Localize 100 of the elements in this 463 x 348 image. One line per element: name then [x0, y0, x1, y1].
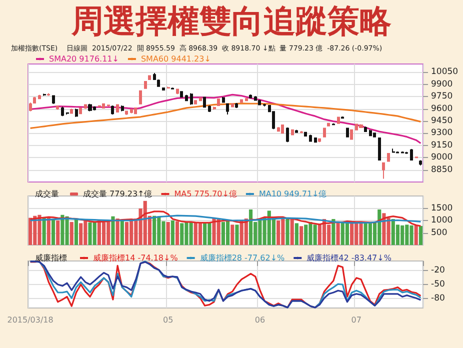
candlestick: [185, 94, 188, 102]
candlestick: [213, 106, 216, 110]
x-tick-label: 06: [254, 316, 266, 324]
bar: [120, 220, 124, 245]
candlestick: [217, 98, 220, 106]
legend-label: 威廉指標42 -83.47↓%: [306, 254, 392, 262]
candlestick: [222, 96, 225, 104]
bar: [152, 216, 156, 245]
bar: [235, 224, 239, 245]
chart-title: 周選擇權雙向追蹤策略: [70, 2, 392, 40]
candlestick: [157, 78, 160, 88]
candlestick: [52, 94, 55, 104]
candlestick: [75, 108, 78, 118]
y-tick-label: -80: [431, 294, 445, 304]
candlestick: [130, 108, 133, 114]
y-tick-label: 9750: [431, 92, 453, 102]
bar: [299, 226, 304, 245]
candlestick: [369, 129, 372, 137]
legend-label: SMA60 9441.23↓: [140, 54, 211, 64]
x-tick-label: 07: [351, 316, 362, 324]
y-tick-label: 9450: [431, 116, 453, 126]
bar: [28, 218, 32, 245]
candlestick: [300, 130, 303, 134]
line-series: [29, 102, 422, 130]
line-series: [29, 214, 422, 224]
candlestick: [254, 96, 257, 102]
y-tick-label: -20: [431, 265, 445, 276]
bar: [418, 226, 422, 245]
y-tick-label: 500: [431, 228, 448, 238]
candlestick: [121, 105, 124, 112]
y-tick-label: 9000: [431, 152, 453, 163]
candlestick: [194, 100, 197, 105]
candlestick: [304, 131, 307, 137]
candlestick: [107, 104, 110, 107]
candlestick: [277, 126, 280, 132]
candlestick: [346, 127, 349, 138]
candlestick: [84, 104, 87, 110]
candlestick: [410, 148, 413, 161]
candlestick: [382, 162, 385, 180]
legend-label: MA5 775.70↓億: [174, 190, 237, 198]
candlestick: [102, 102, 105, 109]
candlestick: [281, 124, 284, 134]
bar: [102, 222, 106, 245]
bar: [230, 224, 234, 245]
candlestick: [392, 148, 395, 154]
bar: [350, 222, 354, 245]
bar: [116, 218, 120, 245]
candlestick: [323, 127, 326, 138]
bar: [56, 220, 60, 245]
candlestick: [373, 132, 376, 138]
bar: [79, 223, 83, 245]
candlestick: [291, 129, 294, 136]
candlestick: [314, 137, 317, 144]
candlestick: [231, 102, 234, 108]
candlestick: [167, 86, 170, 89]
candlestick: [33, 96, 36, 104]
candlestick: [419, 160, 422, 166]
legend-label: MA10 949.71↓億: [258, 190, 327, 198]
y-tick-label: 1000: [431, 216, 453, 226]
y-tick-label: 9150: [431, 140, 453, 150]
candlestick: [29, 102, 32, 112]
candlestick: [134, 107, 137, 115]
candlestick: [208, 105, 211, 113]
candlestick: [286, 126, 289, 143]
candlestick: [88, 103, 92, 112]
candlestick: [199, 97, 202, 102]
chart-title: 威廉指標: [35, 254, 67, 262]
bar: [336, 222, 340, 245]
bar: [198, 223, 202, 245]
candlestick: [364, 126, 367, 132]
bar: [248, 209, 253, 245]
candlestick: [176, 88, 179, 95]
candlestick: [125, 110, 128, 116]
bar: [203, 223, 207, 245]
bar: [345, 222, 350, 245]
candlestick: [295, 129, 298, 134]
bar: [124, 222, 129, 245]
x-tick-label: 05: [162, 316, 174, 324]
legend-label: 成交量 779.23↑億: [83, 190, 152, 198]
bar: [46, 218, 50, 245]
candlestick: [387, 152, 390, 162]
candlestick: [240, 98, 243, 104]
candlestick: [111, 105, 114, 115]
candlestick: [56, 105, 59, 110]
candlestick: [327, 122, 330, 127]
bar: [414, 225, 418, 245]
bar: [70, 222, 74, 245]
y-tick-label: -50: [431, 280, 445, 290]
candlestick: [203, 96, 206, 108]
bar: [286, 219, 290, 245]
bar: [74, 219, 78, 245]
candlestick: [162, 87, 165, 91]
candlestick: [144, 80, 147, 90]
bar: [166, 222, 170, 245]
y-tick-label: 9900: [431, 79, 453, 90]
bar: [276, 220, 280, 245]
y-tick-label: 10050: [431, 67, 458, 78]
candlestick: [180, 90, 183, 98]
candlestick: [61, 106, 64, 117]
candlestick: [139, 90, 142, 105]
